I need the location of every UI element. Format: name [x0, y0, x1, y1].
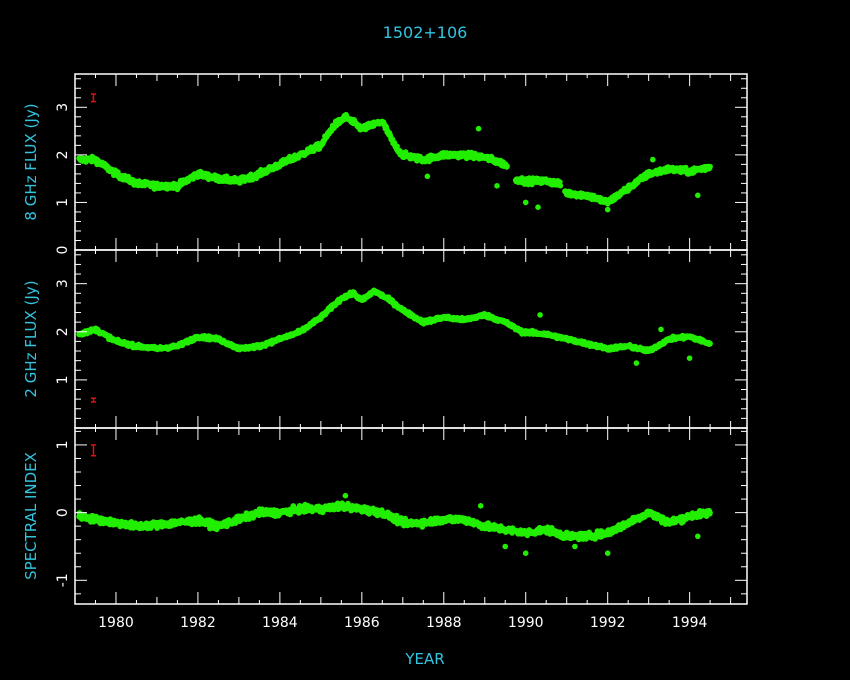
panel-1: 0 1 2 3 8 GHz FLUX (Jy): [22, 73, 748, 255]
data-point: [707, 340, 713, 347]
x-tick-label: 1988: [426, 615, 462, 631]
y-tick-label: 1: [55, 440, 71, 449]
y-axis-label-3: SPECTRAL INDEX: [22, 452, 40, 580]
y-tick-label: 0: [55, 508, 71, 517]
outlier-point: [522, 550, 529, 556]
y-tick-label: -1: [55, 573, 71, 587]
y-tick-label: 2: [55, 150, 71, 159]
x-axis-label: YEAR: [404, 650, 444, 668]
data-points-2: [76, 287, 713, 366]
outlier-point: [650, 156, 656, 163]
outlier-point: [604, 550, 611, 556]
x-tick-label: 1990: [508, 615, 544, 631]
x-tick-label: 1982: [180, 615, 216, 631]
data-point: [707, 510, 713, 516]
data-point: [504, 163, 510, 169]
x-tick-label: 1992: [590, 615, 626, 631]
outlier-point: [604, 206, 611, 213]
outlier-point: [686, 355, 693, 362]
panel-3: -1 0 1 SPECTRAL INDEX 1980 1982 1984 1986 1988 19…: [22, 427, 748, 631]
x-tick-label: 1980: [98, 615, 134, 631]
outlier-point: [424, 173, 431, 180]
data-point: [557, 182, 564, 189]
y-tick-label: 1: [55, 198, 71, 207]
outlier-point: [522, 199, 529, 206]
y-tick-label: 3: [55, 279, 71, 288]
data-points-3: [76, 492, 713, 556]
outlier-point: [475, 125, 482, 132]
error-bar-2: [90, 397, 96, 403]
outlier-point: [502, 543, 509, 550]
outlier-point: [572, 543, 578, 550]
x-tick-label: 1986: [344, 615, 380, 631]
data-points-1: [76, 111, 713, 213]
panel-frame-3: [74, 427, 748, 605]
outlier-point: [342, 492, 349, 499]
outlier-point: [477, 503, 484, 509]
outlier-point: [695, 533, 701, 540]
outlier-point: [537, 312, 543, 318]
panels: 0 1 2 3 8 GHz FLUX (Jy) 1 2 3 2 GHz FLUX (Jy) -1 0…: [22, 73, 748, 631]
x-tick-label: 1984: [262, 615, 298, 631]
outlier-point: [695, 192, 701, 199]
error-bar-1: [90, 93, 96, 103]
error-bar-3: [90, 444, 96, 457]
y-tick-label: 1: [55, 375, 71, 384]
data-point: [707, 163, 713, 170]
y-tick-label: 0: [55, 246, 71, 255]
outlier-point: [658, 326, 664, 333]
y-tick-label: 3: [55, 103, 71, 112]
outlier-point: [535, 204, 541, 210]
outlier-point: [633, 360, 640, 366]
x-tick-label: 1994: [672, 615, 708, 631]
outlier-point: [494, 183, 500, 189]
y-tick-label: 2: [55, 327, 71, 336]
chart-title: 1502+106: [383, 23, 468, 42]
y-axis-label-1: 8 GHz FLUX (Jy): [22, 103, 40, 220]
y-axis-label-2: 2 GHz FLUX (Jy): [22, 280, 40, 397]
